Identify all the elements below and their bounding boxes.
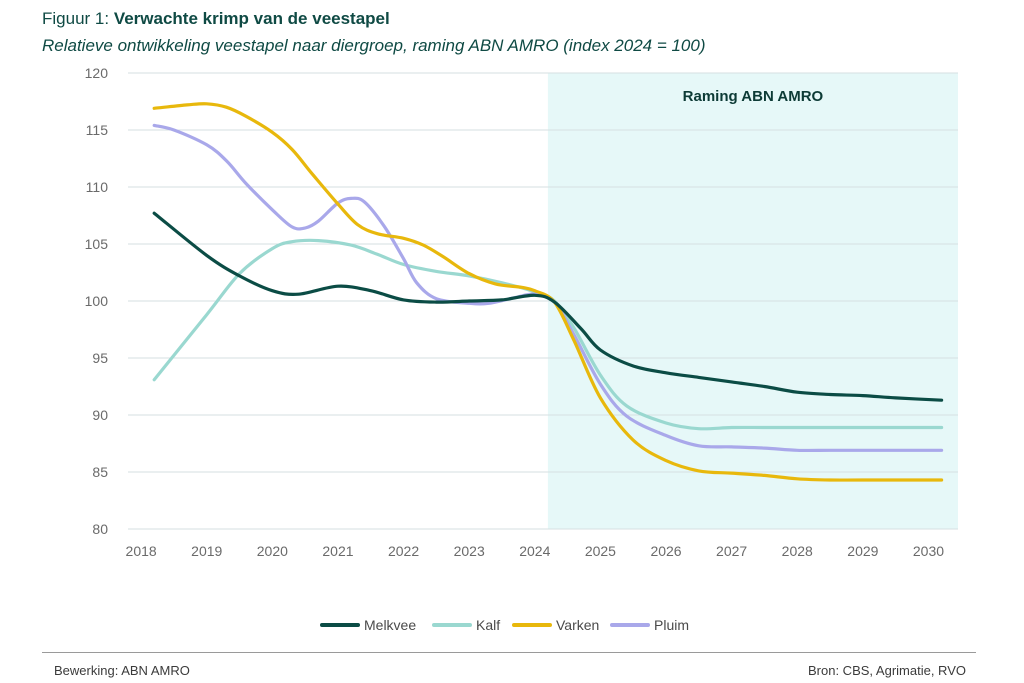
footer-divider — [42, 652, 976, 653]
footer-source: Bron: CBS, Agrimatie, RVO — [808, 663, 966, 678]
x-tick-label: 2018 — [126, 543, 157, 559]
x-tick-label: 2023 — [454, 543, 485, 559]
x-tick-label: 2019 — [191, 543, 222, 559]
series-line-melkvee — [152, 211, 944, 402]
figure-title: Verwachte krimp van de veestapel — [113, 9, 390, 28]
line-chart: Raming ABN AMRO 80859095100105110115120 … — [85, 65, 958, 633]
chart-title: Figuur 1: Verwachte krimp van de veestap… — [42, 9, 390, 29]
y-tick-label: 120 — [85, 65, 109, 81]
x-tick-label: 2029 — [847, 543, 878, 559]
legend-label-melkvee: Melkvee — [364, 617, 416, 633]
chart-subtitle: Relatieve ontwikkeling veestapel naar di… — [42, 36, 706, 55]
x-tick-label: 2030 — [913, 543, 944, 559]
series-layer — [152, 102, 944, 482]
x-axis: 2018 2019 2020 2021 2022 2023 2024 2025 2026 2027… — [126, 543, 945, 559]
y-tick-label: 80 — [92, 521, 108, 537]
legend: Melkvee Kalf Varken Pluim — [320, 617, 689, 633]
y-tick-label: 115 — [86, 122, 109, 138]
x-tick-label: 2021 — [322, 543, 353, 559]
y-tick-label: 105 — [85, 236, 109, 252]
footer-credit: Bewerking: ABN AMRO — [54, 663, 190, 678]
y-tick-label: 95 — [92, 350, 108, 366]
x-tick-label: 2025 — [585, 543, 616, 559]
forecast-region-label: Raming ABN AMRO — [683, 88, 824, 105]
y-tick-label: 110 — [86, 179, 109, 195]
x-tick-label: 2020 — [257, 543, 288, 559]
x-tick-label: 2026 — [650, 543, 681, 559]
legend-label-pluim: Pluim — [654, 617, 689, 633]
figure-prefix: Figuur 1: — [42, 9, 114, 28]
x-tick-label: 2022 — [388, 543, 419, 559]
y-axis: 80 85 90 95 100 105 110 115 120 — [85, 65, 109, 537]
y-tick-label: 100 — [85, 293, 109, 309]
series-line-varken — [152, 102, 944, 482]
grid-layer — [128, 72, 958, 530]
legend-label-kalf: Kalf — [476, 617, 500, 633]
y-tick-label: 85 — [92, 464, 108, 480]
legend-label-varken: Varken — [556, 617, 599, 633]
y-tick-label: 90 — [92, 407, 108, 423]
x-tick-label: 2024 — [519, 543, 550, 559]
x-tick-label: 2027 — [716, 543, 747, 559]
x-tick-label: 2028 — [782, 543, 813, 559]
